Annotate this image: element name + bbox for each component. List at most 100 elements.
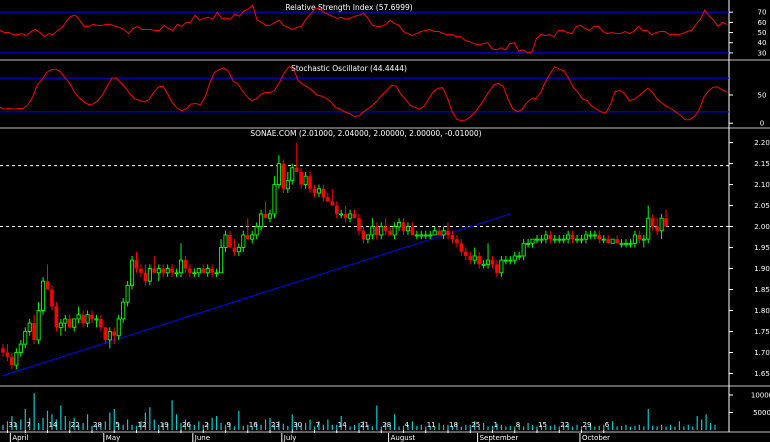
price-title: SONAE.COM (2.01000, 2.04000, 2.00000, 2.… <box>250 129 481 138</box>
candle-body <box>290 167 295 181</box>
day-tick-label: 2 <box>204 421 208 429</box>
candle-body <box>455 239 459 244</box>
candle-body <box>365 234 370 240</box>
candle-body <box>423 234 428 237</box>
candle-body <box>36 310 41 341</box>
candle-body <box>370 226 375 236</box>
candle-body <box>201 268 206 273</box>
candle-body <box>432 230 437 236</box>
day-tick-label: 12 <box>138 421 147 429</box>
day-tick-label: 25 <box>471 421 480 429</box>
candle-body <box>18 343 23 353</box>
day-tick-label: 5 <box>115 421 119 429</box>
candle-body <box>512 255 517 261</box>
candle-body <box>383 226 388 231</box>
candle-body <box>152 268 157 273</box>
candle-body <box>410 226 415 235</box>
candle-body <box>526 242 531 245</box>
date-axis: 31 7 14 22 28 5 12 19 26 2 9 16 23 30 7 14 21 28 4 11 18 25 1 8… <box>6 421 610 442</box>
candle-body <box>601 238 606 241</box>
day-tick-label: 22 <box>71 421 80 429</box>
candle-body <box>428 234 433 237</box>
candle-body <box>570 234 575 240</box>
price-panel <box>0 142 729 377</box>
price-y-tick-label: 1.90 <box>754 265 770 273</box>
price-y-tick-label: 2.15 <box>754 160 770 168</box>
candle-body <box>388 230 392 235</box>
candle-body <box>94 318 99 321</box>
candle-body <box>63 318 68 324</box>
candle-body <box>174 272 179 275</box>
day-tick-label: 21 <box>360 421 369 429</box>
candle-body <box>379 226 384 236</box>
candle-body <box>597 234 602 240</box>
candle-body <box>45 281 50 290</box>
volume-panel <box>2 393 716 430</box>
candle-body <box>650 218 655 227</box>
candle-body <box>90 314 94 319</box>
price-y-tick-label: 2.00 <box>754 223 770 231</box>
candle-body <box>312 188 317 193</box>
candle-body <box>490 260 495 265</box>
candle-body <box>121 301 126 320</box>
candle-body <box>566 234 571 240</box>
candle-body <box>503 259 508 262</box>
day-tick-label: 7 <box>316 421 320 429</box>
candle-body <box>245 234 250 240</box>
candle-body <box>321 188 326 198</box>
candle-body <box>32 323 36 340</box>
candle-body <box>67 318 72 328</box>
day-tick-label: 7 <box>26 421 30 429</box>
candle-body <box>192 272 197 275</box>
candle-body <box>263 213 268 219</box>
candle-body <box>655 226 659 231</box>
volume-y-tick-label: 10000 <box>751 392 770 400</box>
candle-body <box>499 259 504 274</box>
candle-body <box>143 272 148 282</box>
candle-body <box>178 259 184 274</box>
candle-body <box>281 163 286 189</box>
candle-body <box>134 260 139 269</box>
candle-body <box>139 268 143 273</box>
candle-body <box>58 322 63 328</box>
day-tick-label: 9 <box>227 421 231 429</box>
candle-body <box>659 217 664 232</box>
day-tick-label: 6 <box>605 421 610 429</box>
candle-body <box>561 238 566 241</box>
candle-body <box>361 230 366 240</box>
candle-body <box>623 242 629 245</box>
month-tick-label: April <box>12 434 28 442</box>
day-tick-label: 11 <box>427 421 436 429</box>
day-tick-label: 14 <box>49 421 58 429</box>
candle-body <box>334 205 339 214</box>
candle-body <box>161 268 165 273</box>
candle-body <box>156 268 161 274</box>
candle-body <box>481 263 486 266</box>
rsi-y-tick-label: 30 <box>758 49 767 57</box>
candle-body <box>459 243 464 252</box>
candle-body <box>147 268 152 282</box>
candle-body <box>299 171 303 185</box>
candle-body <box>610 238 615 244</box>
stochastic-title: Stochastic Oscillator (44.4444) <box>291 64 407 73</box>
candle-body <box>14 352 19 366</box>
rsi-line <box>0 4 728 54</box>
candle-body <box>196 268 201 274</box>
candle-body <box>375 226 379 235</box>
candle-body <box>272 184 277 215</box>
candle-body <box>579 238 584 241</box>
candle-body <box>508 259 513 262</box>
candle-body <box>588 234 593 237</box>
candle-body <box>464 251 468 256</box>
candle-body <box>326 197 330 202</box>
trendline <box>2 213 511 377</box>
price-y-tick-label: 1.80 <box>754 307 770 315</box>
candle-body <box>276 163 281 186</box>
candle-body <box>236 247 241 253</box>
candle-body <box>214 272 219 275</box>
day-tick-label: 4 <box>405 421 410 429</box>
candle-body <box>521 242 526 257</box>
candle-body <box>41 280 46 311</box>
day-tick-label: 19 <box>160 421 169 429</box>
candle-body <box>664 218 668 227</box>
